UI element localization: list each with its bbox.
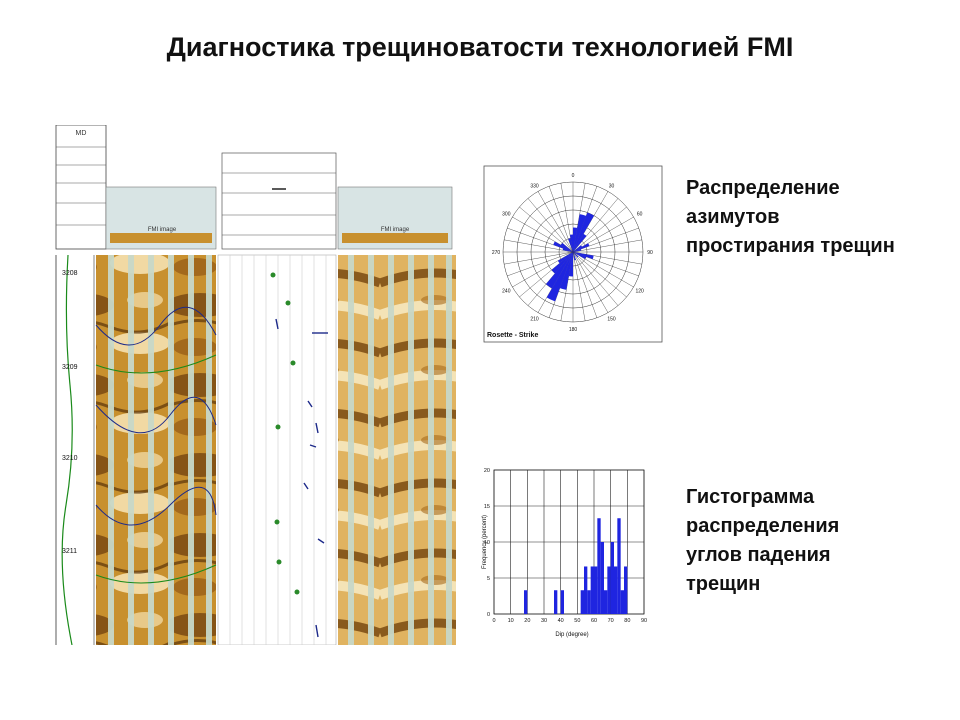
rose-petal-13 [546,252,573,302]
depth-tick-3211: 3211 [62,548,77,555]
hist-y-tick-15: 15 [484,504,490,510]
strike-rose-diagram: 0 30 60 90 120 150 180 210 240 270 300 330 Rosette … [483,165,663,343]
tadpole-track [217,254,337,645]
rose-petal-11 [568,252,573,277]
hist-y-tick-0: 0 [487,612,490,618]
rose-angle-labels: 0 30 60 90 120 150 180 210 240 270 300 330 [492,173,653,333]
hist-bar-11 [607,566,611,614]
hist-bar-7 [594,566,598,614]
fmi-log: MD FMI image FMI image 3208 3209 3210 32… [55,125,456,645]
rose-petal-12 [559,252,573,290]
hist-x-tick-40: 40 [558,618,564,624]
rose-petals [546,212,594,302]
rose-petal-8 [573,252,587,259]
hist-y-tick-20: 20 [484,468,490,474]
depth-tick-3209: 3209 [62,364,78,371]
hist-bar-15 [620,590,624,614]
fmi-image-right [338,255,456,645]
rose-petal-6 [573,249,582,252]
hist-x-tick-10: 10 [508,618,514,624]
hist-ticks: 0 10 20 30 40 50 60 70 80 90 0 5 10 15 20 [484,468,647,624]
rose-petal-18 [553,241,573,252]
rose-caption: Распределение азимутов простирания трещи… [686,174,895,261]
hist-x-tick-90: 90 [641,618,647,624]
depth-tick-3210: 3210 [62,455,78,462]
hist-bar-13 [614,566,618,614]
rose-caption-line-2: азимутов [686,206,780,228]
rose-petal-16 [557,252,573,264]
dip-histogram: 0 10 20 30 40 50 60 70 80 90 0 5 10 15 20 Dip (degree)… [482,468,647,638]
rose-petal-19 [560,243,573,252]
hist-bar-16 [624,566,628,614]
rose-angle-label-210: 210 [530,317,539,323]
rose-angle-label-330: 330 [530,183,539,189]
hist-bar-14 [617,518,621,614]
rose-caption-line-3: простирания трещин [686,235,895,257]
hist-bar-6 [590,566,594,614]
rose-angle-label-90: 90 [647,250,653,256]
rose-angle-label-150: 150 [607,317,616,323]
rose-petal-10 [573,252,576,261]
rose-angle-label-240: 240 [502,289,511,295]
fmi-track-label-left: FMI image [148,227,177,233]
rose-angle-label-60: 60 [637,212,643,218]
hist-bar-9 [600,542,604,614]
hist-xlabel: Dip (degree) [555,632,588,638]
rose-petal-7 [573,252,594,260]
rose-petal-21 [569,234,573,252]
rose-petal-20 [568,238,573,252]
hist-y-tick-10: 10 [484,540,490,546]
hist-y-tick-5: 5 [487,576,490,582]
hist-bar-4 [584,566,588,614]
hist-bar-1 [554,590,558,614]
hist-bar-2 [560,590,564,614]
histogram-caption: Гистограмма распределения углов падения … [686,483,839,599]
hist-x-tick-0: 0 [492,618,495,624]
rose-petal-14 [546,252,573,289]
histogram-caption-line-1: Гистограмма [686,486,815,508]
hist-ylabel: Frequency (percent) [482,515,488,569]
rose-caption-line-1: Распределение [686,177,840,199]
rose-petal-3 [573,233,587,252]
rose-petal-9 [573,252,579,258]
hist-x-tick-80: 80 [624,618,630,624]
hist-bar-12 [610,542,614,614]
hist-bar-8 [597,518,601,614]
depth-track: 3208 3209 3210 3211 [55,254,95,645]
hist-bar-10 [604,590,608,614]
rose-angle-label-180: 180 [569,327,578,333]
hist-x-tick-60: 60 [591,618,597,624]
md-header: MD [76,130,87,137]
fmi-track-label-right: FMI image [381,227,410,233]
histogram-caption-line-4: трещин [686,573,761,595]
histogram-caption-line-3: углов падения [686,544,831,566]
rose-angle-label-30: 30 [609,183,615,189]
rose-petal-17 [562,248,573,252]
rose-angle-label-300: 300 [502,212,511,218]
rose-petal-4 [573,245,583,252]
hist-x-tick-20: 20 [524,618,530,624]
rose-petal-15 [551,252,573,274]
fmi-image-left [95,255,217,645]
rose-petal-0 [573,227,578,252]
hist-x-tick-30: 30 [541,618,547,624]
hist-x-tick-70: 70 [608,618,614,624]
hist-bar-3 [580,590,584,614]
hist-bars [524,518,628,614]
depth-tick-3208: 3208 [62,270,78,277]
rose-angle-label-0: 0 [572,173,575,179]
rose-angle-label-270: 270 [492,250,501,256]
rose-petal-1 [573,214,587,252]
hist-x-tick-50: 50 [574,618,580,624]
hist-bar-0 [524,590,528,614]
rose-title: Rosette - Strike [487,332,538,339]
log-header: MD FMI image FMI image [55,125,453,250]
slide-title: Диагностика трещиноватости технологией F… [166,32,794,62]
hist-bar-5 [587,590,591,614]
rose-petal-2 [573,212,594,252]
rose-petal-5 [573,243,590,252]
histogram-caption-line-2: распределения [686,515,840,537]
rose-angle-label-120: 120 [636,289,645,295]
